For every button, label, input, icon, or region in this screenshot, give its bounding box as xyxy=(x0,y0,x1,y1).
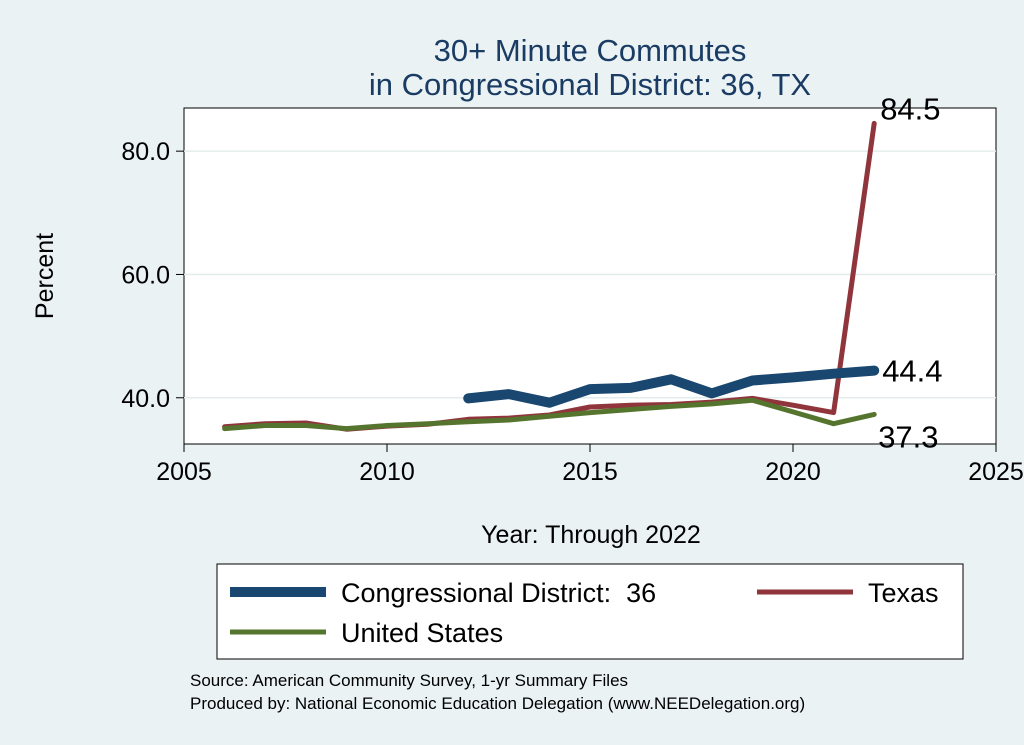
end-label-us: 37.3 xyxy=(878,419,938,454)
source-line-2: Produced by: National Economic Education… xyxy=(190,694,805,713)
y-axis: 40.0 60.0 80.0 xyxy=(121,138,184,413)
end-labels: 44.4 84.5 37.3 xyxy=(878,91,942,454)
series-lines xyxy=(222,120,880,432)
chart-subtitle: in Congressional District: 36, TX xyxy=(369,67,812,102)
x-tick-label: 2005 xyxy=(156,458,212,486)
series-line-us xyxy=(222,397,877,432)
legend-box xyxy=(216,563,964,660)
x-tick-label: 2025 xyxy=(968,458,1024,486)
y-tick-label: 80.0 xyxy=(121,138,170,166)
end-label-texas: 84.5 xyxy=(880,91,940,126)
x-tick-label: 2010 xyxy=(359,458,415,486)
gridlines xyxy=(184,150,996,399)
end-label-district: 44.4 xyxy=(882,354,942,389)
legend-label-us: United States xyxy=(341,618,503,648)
legend-label-texas: Texas xyxy=(868,578,939,608)
source-line-1: Source: American Community Survey, 1-yr … xyxy=(190,671,628,690)
y-axis-label: Percent xyxy=(31,233,59,319)
y-tick-label: 60.0 xyxy=(121,261,170,289)
chart-title: 30+ Minute Commutes xyxy=(434,33,747,68)
x-tick-label: 2015 xyxy=(562,458,618,486)
legend-label-district: Congressional District: 36 xyxy=(341,578,656,608)
legend: Congressional District: 36 Texas United … xyxy=(216,563,964,660)
x-axis-label: Year: Through 2022 xyxy=(481,521,701,549)
y-tick-label: 40.0 xyxy=(121,385,170,413)
x-axis: 2005 2010 2015 2020 2025 xyxy=(156,444,1024,486)
x-tick-label: 2020 xyxy=(765,458,821,486)
series-line-district xyxy=(463,365,880,408)
